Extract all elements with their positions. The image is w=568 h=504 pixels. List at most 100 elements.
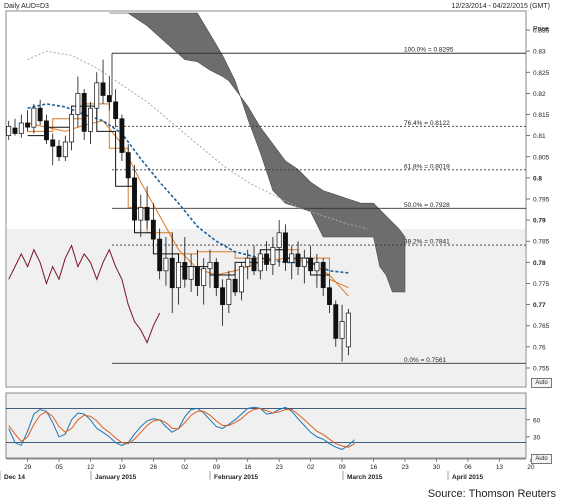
candle-body (251, 257, 257, 272)
month-label: February 2015 (214, 474, 258, 481)
fib-label: 100.0% = 0.8295 (404, 47, 454, 54)
candle-body (69, 114, 75, 143)
y-tick-label: 0.77 (533, 302, 546, 309)
candle-body (301, 257, 307, 267)
chikou-line (8, 244, 161, 344)
candle (18, 114, 24, 138)
candle (188, 253, 194, 292)
candle-body (31, 107, 37, 128)
candle-body (144, 207, 150, 221)
y-tick-label: 0.775 (533, 281, 550, 288)
candle (75, 76, 81, 128)
y-tick-label: 0.785 (533, 239, 550, 246)
candle (12, 118, 18, 136)
candle (194, 249, 200, 297)
candle-body (201, 268, 207, 286)
candle (50, 133, 56, 166)
candle (201, 258, 207, 305)
candle (308, 245, 314, 276)
candle (333, 300, 339, 347)
x-tick-label: 16 (370, 464, 378, 471)
fib-label: 61.8% = 0.8019 (404, 163, 450, 170)
candle-body (100, 82, 106, 96)
candle-body (345, 312, 351, 348)
candle-body (182, 262, 188, 280)
candle (257, 249, 263, 280)
candle (283, 224, 288, 271)
chart-title: Daily AUD=D3 (4, 3, 49, 10)
candle (94, 72, 100, 119)
candle (138, 194, 144, 238)
candle (270, 237, 276, 276)
candle-body (50, 139, 56, 147)
x-tick-label: 05 (56, 464, 64, 471)
candle-body (226, 278, 232, 305)
candle (132, 165, 137, 229)
source-label: Source: Thomson Reuters (427, 488, 556, 500)
candle (264, 241, 270, 271)
candle-body (339, 321, 345, 339)
x-tick-label: 23 (401, 464, 409, 471)
candle-body (25, 122, 31, 128)
candle (25, 110, 31, 132)
lower-shade (7, 229, 525, 386)
candle (144, 186, 150, 229)
ichimoku-cloud (109, 12, 406, 293)
candle (176, 253, 181, 305)
fib-label: 0.0% = 0.7561 (404, 357, 446, 364)
candle (314, 253, 320, 288)
candle-body (18, 122, 24, 134)
candle (56, 139, 62, 161)
auto-scale-button-main[interactable]: Auto (531, 378, 552, 388)
candle (6, 120, 12, 140)
candle-body (207, 262, 213, 270)
candle-body (276, 232, 282, 248)
candle-body (138, 207, 144, 221)
y-tick-label: 0.83 (533, 49, 546, 56)
candle-body (6, 125, 12, 136)
candle (320, 258, 326, 297)
y-tick-label: 0.765 (533, 323, 550, 330)
candle (88, 101, 93, 145)
candle (220, 279, 226, 326)
candle (150, 203, 156, 246)
candle-body (56, 145, 62, 158)
y-tick-label: 0.78 (533, 260, 546, 267)
candle (327, 279, 332, 314)
candle (69, 110, 75, 151)
candle-body (88, 107, 93, 132)
candle (301, 249, 307, 284)
candle-body (169, 257, 175, 289)
month-label: Dec 14 (4, 474, 25, 481)
y-tick-label: 0.805 (533, 154, 550, 161)
auto-scale-button-stochastic[interactable]: Auto (531, 454, 552, 464)
candle (113, 89, 119, 128)
y-tick-label: 0.835 (533, 28, 550, 35)
candle-body (106, 95, 112, 103)
candle (106, 76, 112, 111)
x-tick-label: 20 (527, 464, 535, 471)
candle-body (194, 266, 200, 286)
y-tick-label: 0.755 (533, 365, 550, 372)
month-label: April 2015 (452, 474, 483, 481)
candle (345, 308, 351, 356)
candle (182, 237, 188, 288)
candle-body (213, 262, 219, 289)
candle (119, 114, 125, 161)
candle (213, 258, 219, 297)
candle-body (220, 287, 226, 305)
candle-body (308, 257, 314, 272)
x-tick-label: 29 (24, 464, 32, 471)
candle-body (245, 257, 251, 267)
candle (276, 220, 282, 267)
candle-body (113, 101, 119, 120)
candle (238, 262, 244, 301)
candle-body (37, 107, 43, 122)
stochastic-tick-label: 60 (533, 417, 541, 424)
date-range: 12/23/2014 - 04/22/2015 (GMT) (451, 3, 550, 10)
y-tick-label: 0.8 (533, 175, 542, 182)
candle-body (295, 253, 301, 267)
candle-body (81, 93, 87, 132)
y-tick-label: 0.76 (533, 344, 546, 351)
candle (169, 232, 175, 314)
